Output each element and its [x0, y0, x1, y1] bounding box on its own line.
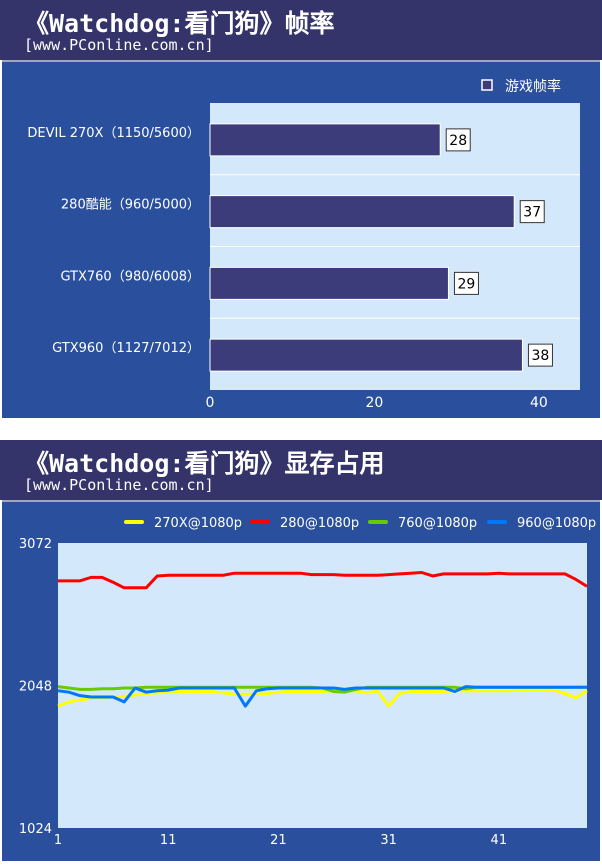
- series-line: [57, 685, 587, 708]
- fps-bar-chart: 游戏帧率 DEVIL 270X（1150/5600） 28 280酷能（960/500…: [27, 78, 580, 411]
- x-tick-label: 11: [160, 833, 177, 848]
- x-tick-label: 41: [491, 833, 508, 848]
- data-label: 37: [523, 205, 541, 221]
- fps-chart-subtitle: [www.PConline.com.cn]: [24, 36, 214, 54]
- data-label: 38: [532, 348, 550, 364]
- vram-chart-title-bar: 《Watchdog:看门狗》显存占用 [www.PConline.com.cn]: [0, 440, 602, 500]
- x-tick-label: 1: [54, 833, 62, 848]
- vram-chart-panel: 1024 2048 3072 1 11 21 31 41 270X@1080p 280@1080p…: [2, 500, 600, 861]
- y-tick-label: 2048: [19, 680, 52, 695]
- fps-chart-title: 《Watchdog:看门狗》帧率: [24, 9, 335, 38]
- category-label: GTX960（1127/7012）: [52, 341, 200, 356]
- legend-label: 960@1080p: [517, 516, 596, 531]
- legend-label: 760@1080p: [398, 516, 477, 531]
- data-label-box: [527, 343, 553, 367]
- category-label: DEVIL 270X（1150/5600）: [27, 126, 200, 141]
- category-label: GTX760（980/6008）: [60, 269, 200, 284]
- x-tick-label: 20: [366, 395, 384, 411]
- x-tick-label: 0: [206, 395, 215, 411]
- data-label: 28: [449, 133, 467, 149]
- plot-area: [58, 543, 587, 828]
- bar: [209, 266, 449, 300]
- data-label-box: [445, 128, 471, 152]
- data-label-box: [519, 200, 545, 224]
- x-tick-label: 40: [530, 395, 548, 411]
- bar: [209, 338, 523, 372]
- vram-chart-title: 《Watchdog:看门狗》显存占用: [24, 449, 385, 478]
- fps-chart-title-bar: 《Watchdog:看门狗》帧率 [www.PConline.com.cn]: [0, 0, 602, 60]
- legend-swatch: [481, 79, 493, 91]
- y-tick-label: 3072: [19, 537, 52, 552]
- x-tick-label: 31: [380, 833, 397, 848]
- data-label: 29: [458, 276, 476, 292]
- legend-label: 游戏帧率: [505, 78, 561, 95]
- series-line: [58, 571, 588, 590]
- bar: [209, 123, 441, 157]
- legend-label: 280@1080p: [280, 516, 359, 531]
- category-label: 280酷能（960/5000）: [61, 198, 200, 213]
- fps-chart-panel: 游戏帧率 DEVIL 270X（1150/5600） 28 280酷能（960/500…: [2, 60, 600, 418]
- y-tick-label: 1024: [19, 822, 52, 837]
- bar: [209, 195, 515, 229]
- data-label-box: [453, 271, 479, 295]
- vram-chart-subtitle: [www.PConline.com.cn]: [24, 476, 214, 494]
- x-tick-label: 21: [270, 833, 287, 848]
- legend-label: 270X@1080p: [154, 516, 242, 531]
